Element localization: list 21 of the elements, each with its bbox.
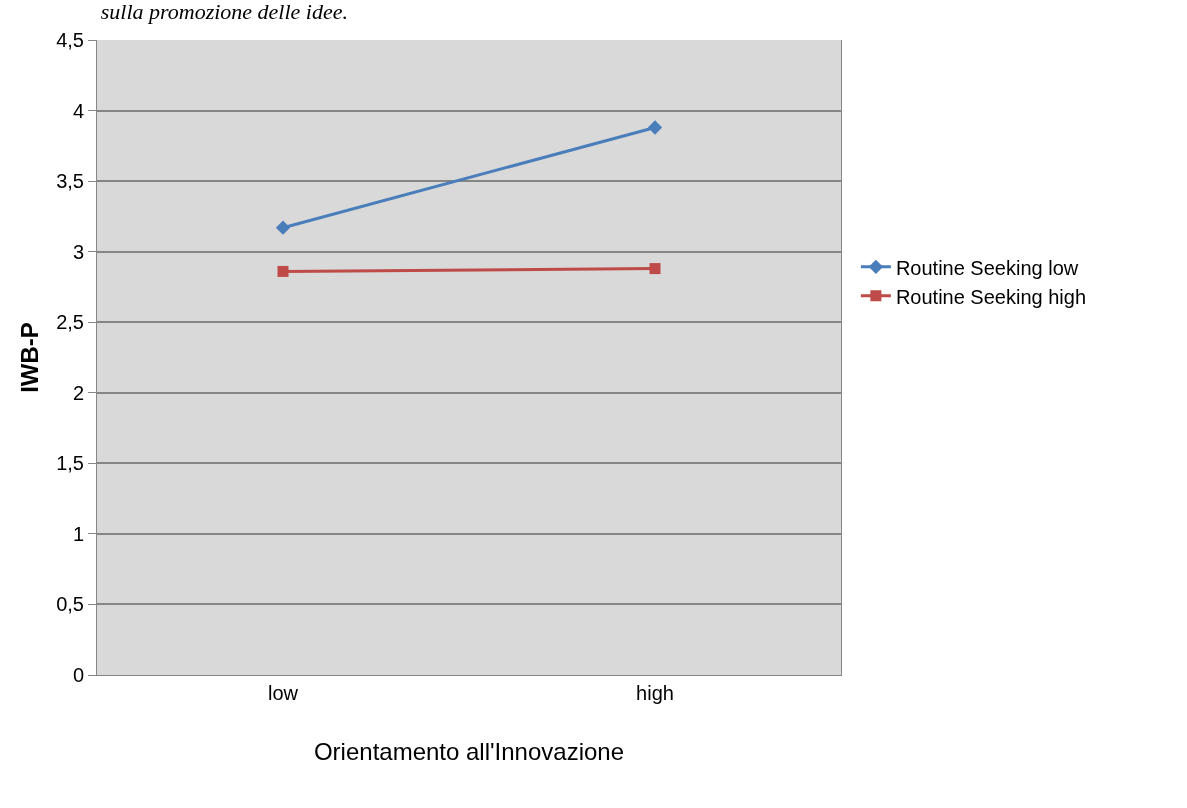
x-tick-label: low <box>267 682 299 704</box>
y-tick-label: 2,5 <box>56 311 84 334</box>
legend-label: Routine Seeking high <box>895 285 1087 308</box>
y-tick-label: 1,5 <box>56 452 84 475</box>
y-tick-label: 3 <box>72 240 84 263</box>
chart-title: sulla promozione delle idee. <box>100 0 348 25</box>
legend-label: Routine Seeking low <box>895 256 1079 279</box>
point <box>275 220 291 235</box>
y-axis-title: IWB-P <box>16 322 44 393</box>
y-tick-label: 4,5 <box>56 29 84 51</box>
x-axis-title: Orientamento all'Innovazione <box>313 738 625 766</box>
y-tick-label: 2 <box>72 381 84 404</box>
y-tick-label: 0 <box>72 664 84 686</box>
y-tick-label: 1 <box>72 522 84 545</box>
point <box>277 265 289 277</box>
x-tick-label: high <box>636 682 674 704</box>
point <box>649 263 661 275</box>
y-tick-label: 4 <box>72 99 84 122</box>
y-tick-label: 3,5 <box>56 170 84 193</box>
point <box>647 120 663 135</box>
y-tick-label: 0,5 <box>56 593 84 616</box>
